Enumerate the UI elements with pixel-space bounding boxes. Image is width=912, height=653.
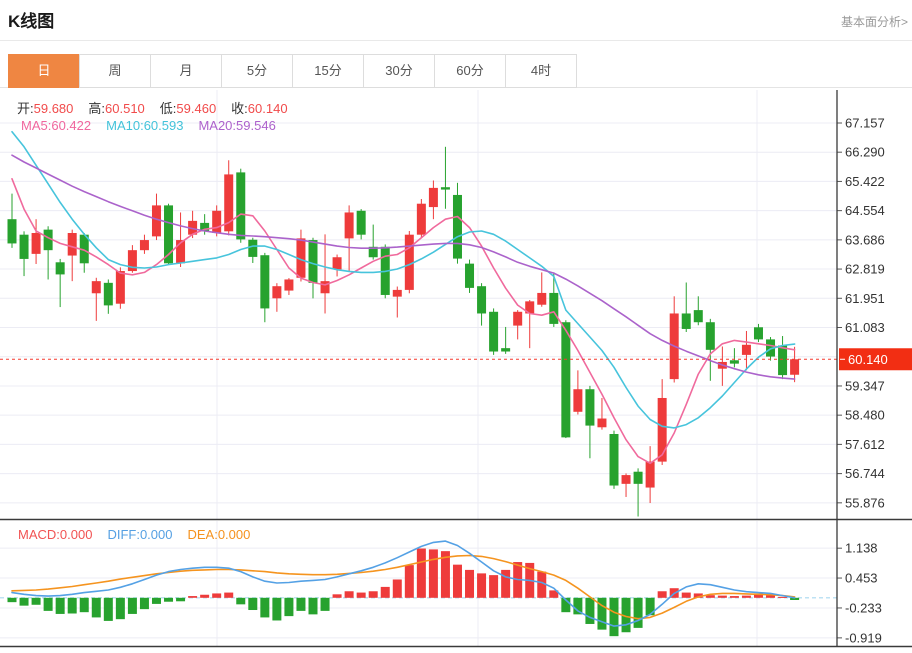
macd-tick-label: -0.919	[845, 630, 882, 645]
readout-item: MA10:60.593	[106, 118, 184, 133]
tab-weekly[interactable]: 周	[79, 54, 151, 88]
tab-4hour[interactable]: 4时	[505, 54, 577, 88]
price-axis: 67.157 66.290 65.422 64.554 63.686 62.819 61.9…	[837, 116, 885, 645]
readout-item: 开:59.680	[17, 101, 74, 116]
tab-15min[interactable]: 15分	[292, 54, 364, 88]
price-tick-label: 62.819	[845, 262, 885, 277]
page-title: K线图	[8, 12, 55, 31]
ma5-line	[11, 178, 796, 465]
price-tick-label: 67.157	[845, 116, 885, 131]
last-price-badge-label: 60.140	[848, 352, 888, 367]
ma20-line	[11, 154, 796, 380]
tab-30min[interactable]: 30分	[363, 54, 435, 88]
price-tick-label: 61.083	[845, 320, 885, 335]
price-tick-label: 64.554	[845, 203, 885, 218]
period-tabbar: 日周月 5分 15分 30分 60分 4时	[8, 54, 577, 88]
readout-item: MA20:59.546	[198, 118, 276, 133]
readout-item: 收:60.140	[231, 101, 288, 116]
readout-item: DIFF:0.000	[107, 527, 173, 542]
macd-tick-label: 0.453	[845, 571, 878, 586]
tab-monthly[interactable]: 月	[150, 54, 222, 88]
price-panel[interactable]	[0, 90, 837, 519]
macd-bars-group	[7, 548, 800, 637]
header-divider	[0, 40, 912, 41]
readout-item: MACD:0.000	[18, 527, 93, 542]
readout-item: 高:60.510	[88, 101, 145, 116]
price-tick-label: 57.612	[845, 437, 885, 452]
price-tick-label: 58.480	[845, 408, 885, 423]
readout-item: MA5:60.422	[21, 118, 92, 133]
price-tick-label: 66.290	[845, 145, 885, 160]
macd-readout: MACD:0.000 DIFF:0.000 DEA:0.000	[18, 527, 250, 542]
tab-daily[interactable]: 日	[8, 54, 80, 88]
price-tick-label: 56.744	[845, 466, 885, 481]
price-tick-label: 65.422	[845, 174, 885, 189]
last-price-badge	[839, 348, 912, 371]
candles-group	[7, 146, 800, 517]
diff-line	[11, 540, 796, 627]
tab-5min[interactable]: 5分	[221, 54, 293, 88]
price-tick-label: 55.876	[845, 495, 885, 510]
fundamental-analysis-link[interactable]: 基本面分析>	[840, 15, 908, 29]
dea-line	[11, 554, 796, 620]
macd-tick-label: -0.233	[845, 600, 882, 615]
tab-60min[interactable]: 60分	[434, 54, 506, 88]
price-tick-label: 59.347	[845, 378, 885, 393]
price-tick-label: 61.951	[845, 291, 885, 306]
readout-item: 低:59.460	[159, 101, 217, 116]
ma-readout: MA5:60.422 MA10:60.593 MA20:59.546	[21, 118, 276, 133]
ohlc-readout: 开:59.680 高:60.510 低:59.460 收:60.140	[17, 98, 288, 117]
macd-tick-label: 1.138	[845, 541, 878, 556]
ma10-line	[11, 130, 796, 429]
readout-item: DEA:0.000	[187, 527, 251, 542]
price-tick-label: 63.686	[845, 232, 885, 247]
